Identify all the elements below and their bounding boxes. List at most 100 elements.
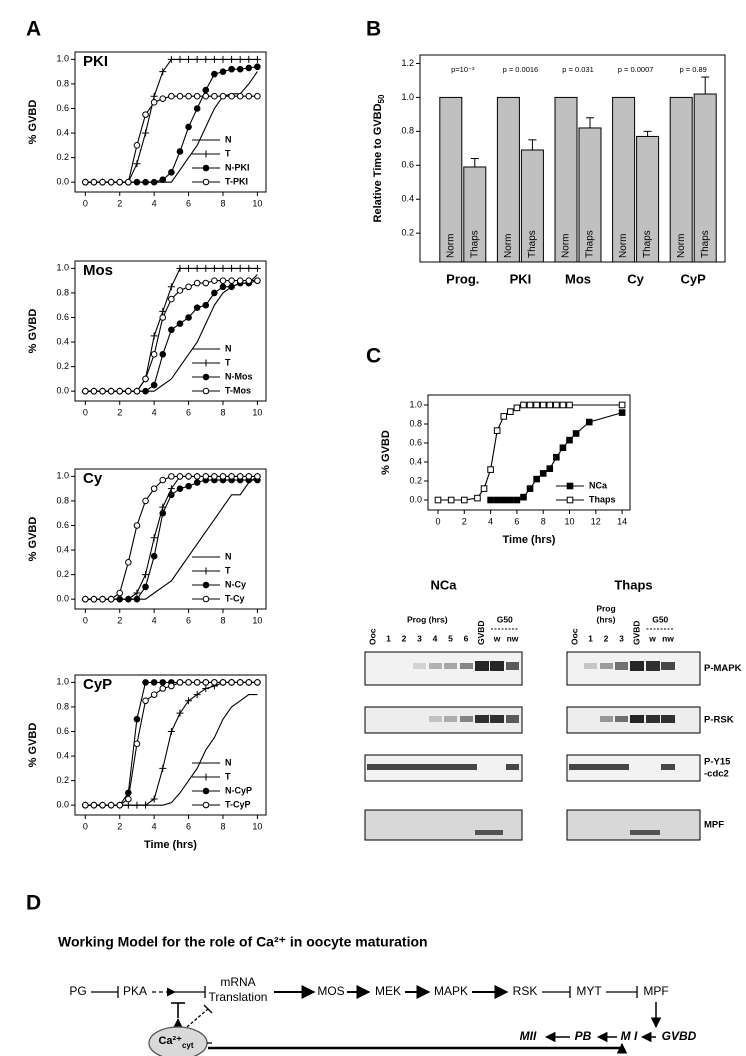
marker-circle xyxy=(82,595,89,603)
marker-square xyxy=(572,430,580,437)
x-tick-label: 2 xyxy=(462,516,467,526)
x-tick-label: 12 xyxy=(591,516,601,526)
marker-square xyxy=(539,401,547,409)
marker-square xyxy=(618,409,626,416)
marker-circle xyxy=(176,148,184,155)
marker-square xyxy=(460,496,468,504)
band xyxy=(429,716,442,722)
chart-title: PKI xyxy=(83,53,108,70)
marker-circle xyxy=(228,283,235,291)
marker-square xyxy=(474,494,481,502)
lane-label: Ooc xyxy=(367,628,377,645)
y-tick-label: 0.0 xyxy=(56,800,69,810)
marker-plus xyxy=(167,283,175,291)
blot-box xyxy=(566,754,701,782)
lane-label: 1 xyxy=(386,633,391,643)
marker-circle xyxy=(142,375,149,383)
marker-circle xyxy=(202,473,210,480)
marker-square xyxy=(500,413,508,420)
bar-label: Thaps xyxy=(700,230,711,258)
marker-circle xyxy=(82,387,89,395)
lane-label: GVBD xyxy=(631,620,641,645)
x-tick-label: 6 xyxy=(186,615,191,625)
marker-circle xyxy=(202,679,210,686)
marker-plus xyxy=(236,264,244,272)
band xyxy=(413,663,426,669)
legend-label: T xyxy=(225,148,231,158)
y-tick-label: 0.6 xyxy=(56,103,69,113)
node-label: MAPK xyxy=(434,984,468,998)
marker-circle xyxy=(150,552,158,560)
legend-label: N xyxy=(225,343,232,353)
y-tick-label: 0.6 xyxy=(409,437,422,447)
marker-square xyxy=(618,401,626,409)
marker-circle xyxy=(176,320,184,327)
marker-circle xyxy=(159,685,167,692)
y-tick-label: 0.0 xyxy=(409,494,422,504)
band xyxy=(615,716,628,722)
marker-circle xyxy=(116,387,124,395)
marker-circle xyxy=(245,679,253,686)
marker-plus xyxy=(202,773,210,781)
marker-circle xyxy=(228,92,235,100)
y-tick-label: 0.8 xyxy=(56,287,69,297)
marker-circle xyxy=(254,63,261,71)
marker-circle xyxy=(116,178,124,186)
marker-circle xyxy=(202,787,210,795)
plot-frame xyxy=(74,51,267,193)
marker-circle xyxy=(211,70,218,78)
bar xyxy=(496,96,520,263)
bar xyxy=(439,96,463,263)
marker-circle xyxy=(90,178,98,186)
marker-circle xyxy=(125,595,132,603)
marker-circle xyxy=(159,679,167,686)
blot-row-label: -cdc2 xyxy=(704,769,729,780)
legend-label: N-Mos xyxy=(225,371,253,381)
plot-frame xyxy=(74,468,267,610)
panel-label: B xyxy=(366,18,381,41)
marker-circle xyxy=(185,283,192,291)
band xyxy=(506,715,519,723)
marker-circle xyxy=(168,169,175,176)
x-tick-label: 10 xyxy=(252,407,262,417)
marker-square xyxy=(585,418,593,426)
marker-plus xyxy=(176,55,184,63)
lane-label: 3 xyxy=(619,633,624,643)
marker-circle xyxy=(185,482,192,490)
x-tick-label: 10 xyxy=(252,821,262,831)
marker-circle xyxy=(219,277,227,284)
marker-circle xyxy=(202,164,210,172)
y-axis-label: Relative Time to GVBD50 xyxy=(372,94,386,222)
marker-circle xyxy=(236,277,244,284)
marker-circle xyxy=(245,64,253,72)
marker-circle xyxy=(185,123,192,131)
node-label: MII xyxy=(520,1029,537,1043)
blot-title: NCa xyxy=(430,577,457,592)
marker-circle xyxy=(176,473,184,480)
legend-label: N xyxy=(225,551,232,561)
marker-circle xyxy=(125,559,132,566)
node-label-main: Ca²⁺ xyxy=(158,1035,182,1047)
marker-plus xyxy=(202,359,210,367)
blot-row-label: P-Y15 xyxy=(704,757,731,768)
legend-label: T xyxy=(225,771,231,781)
y-tick-label: 1.0 xyxy=(56,54,69,64)
marker-circle xyxy=(254,679,261,686)
dashed-inhibit-edge xyxy=(186,1008,209,1028)
marker-square xyxy=(533,401,540,409)
x-tick-label: 8 xyxy=(220,407,225,417)
legend-label: T-CyP xyxy=(225,799,251,809)
bar-label: Norm xyxy=(618,234,629,258)
panel-label: C xyxy=(366,345,381,368)
marker-circle xyxy=(99,387,106,395)
marker-circle xyxy=(159,476,167,484)
marker-circle xyxy=(211,92,218,100)
lane-label: w xyxy=(648,633,656,643)
marker-plus xyxy=(185,55,193,63)
marker-plus xyxy=(142,801,150,809)
node-label: MEK xyxy=(375,984,401,998)
marker-circle xyxy=(90,801,98,809)
marker-plus xyxy=(142,129,150,137)
legend-label: T xyxy=(225,565,231,575)
y-tick-label: 0.0 xyxy=(56,386,69,396)
